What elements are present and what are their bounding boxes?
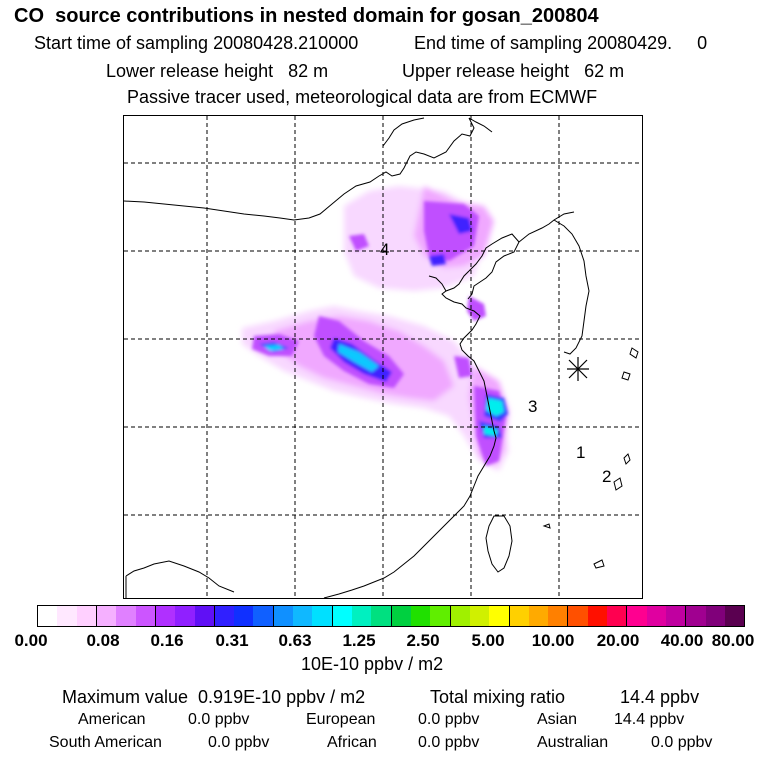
colorbar-swatch [154, 606, 176, 626]
colorbar-swatch [213, 606, 235, 626]
colorbar-tick-label: 80.00 [711, 631, 755, 650]
region-label-1: 1 [576, 443, 585, 462]
colorbar-swatch [469, 606, 490, 626]
source-name-african: African [327, 734, 377, 751]
colorbar-units-label: 10E-10 ppbv / m2 [301, 654, 444, 674]
colorbar-swatch [293, 606, 313, 626]
chart-title: CO source contributions in nested domain… [14, 5, 599, 27]
colorbar-swatch [489, 606, 509, 626]
start-time-label: Start time of sampling 20080428.210000 [34, 33, 359, 53]
region-label-2: 2 [602, 467, 611, 486]
colorbar-swatch [253, 606, 273, 626]
lower-height-label: Lower release height 82 m [106, 61, 329, 81]
source-name-european: European [306, 711, 376, 728]
region-label-3: 3 [528, 397, 537, 416]
end-time-label: End time of sampling 20080429. 0 [414, 33, 708, 53]
colorbar-swatch [371, 606, 391, 626]
colorbar-tick-label: 0.63 [278, 631, 312, 650]
colorbar-swatch [272, 606, 294, 626]
colorbar-swatch [390, 606, 411, 626]
colorbar-swatch [430, 606, 450, 626]
region-label-4: 4 [380, 240, 389, 259]
colorbar-swatch [666, 606, 686, 626]
source-value-african: 0.0 ppbv [418, 734, 480, 751]
colorbar-swatch [587, 606, 608, 626]
source-value-australian: 0.0 ppbv [651, 734, 713, 751]
colorbar-swatch [116, 606, 136, 626]
total-mixing-ratio-label: Total mixing ratio [430, 687, 566, 707]
colorbar-swatch [38, 606, 58, 626]
colorbar-swatch [607, 606, 627, 626]
tracer-info-label: Passive tracer used, meteorological data… [127, 87, 598, 107]
map-panel: 1 2 3 4 [123, 115, 643, 599]
colorbar-swatch [331, 606, 352, 626]
colorbar-swatch [567, 606, 588, 626]
source-value-american: 0.0 ppbv [188, 711, 250, 728]
colorbar-swatch [449, 606, 470, 626]
colorbar-tick-label: 1.25 [342, 631, 376, 650]
source-value-european: 0.0 ppbv [418, 711, 480, 728]
colorbar-swatch [548, 606, 568, 626]
receptor-star-marker [567, 357, 589, 381]
colorbar-swatch [194, 606, 214, 626]
total-mixing-ratio-value: 14.4 ppbv [620, 687, 700, 707]
colorbar-swatch [528, 606, 549, 626]
colorbar-swatch [724, 606, 745, 626]
colorbar-tick-label: 0.00 [14, 631, 48, 650]
colorbar-swatch [312, 606, 332, 626]
colorbar-tick-label: 20.00 [596, 631, 640, 650]
upper-height-label: Upper release height 62 m [402, 61, 625, 81]
source-name-south-american: South American [49, 734, 162, 751]
concentration-plume [242, 186, 509, 471]
colorbar-tick-label: 40.00 [660, 631, 704, 650]
grid-lines [124, 116, 642, 598]
colorbar-tick-label: 0.16 [150, 631, 184, 650]
colorbar-swatch [705, 606, 725, 626]
source-name-american: American [78, 711, 146, 728]
colorbar-swatch [95, 606, 117, 626]
colorbar-tick-label: 5.00 [471, 631, 505, 650]
colorbar-swatch [410, 606, 431, 626]
source-name-australian: Australian [537, 734, 609, 751]
colorbar-swatch [76, 606, 96, 626]
colorbar-tick-label: 2.50 [406, 631, 440, 650]
source-value-south-american: 0.0 ppbv [208, 734, 270, 751]
colorbar-swatch [135, 606, 155, 626]
colorbar-swatch [685, 606, 706, 626]
colorbar-tick-label: 0.08 [86, 631, 120, 650]
colorbar-swatch [508, 606, 529, 626]
colorbar-tick-label: 0.31 [215, 631, 249, 650]
colorbar-swatch [646, 606, 666, 626]
coastlines [124, 117, 639, 598]
maximum-value-label: Maximum value 0.919E-10 ppbv / m2 [62, 687, 366, 707]
colorbar-swatch [234, 606, 254, 626]
colorbar-swatch [626, 606, 647, 626]
colorbar-tick-label: 10.00 [531, 631, 575, 650]
colorbar-swatch [175, 606, 195, 626]
source-name-asian: Asian [537, 711, 578, 728]
colorbar-swatch [57, 606, 77, 626]
source-value-asian: 14.4 ppbv [614, 711, 685, 728]
colorbar [37, 605, 745, 627]
colorbar-swatch [352, 606, 372, 626]
